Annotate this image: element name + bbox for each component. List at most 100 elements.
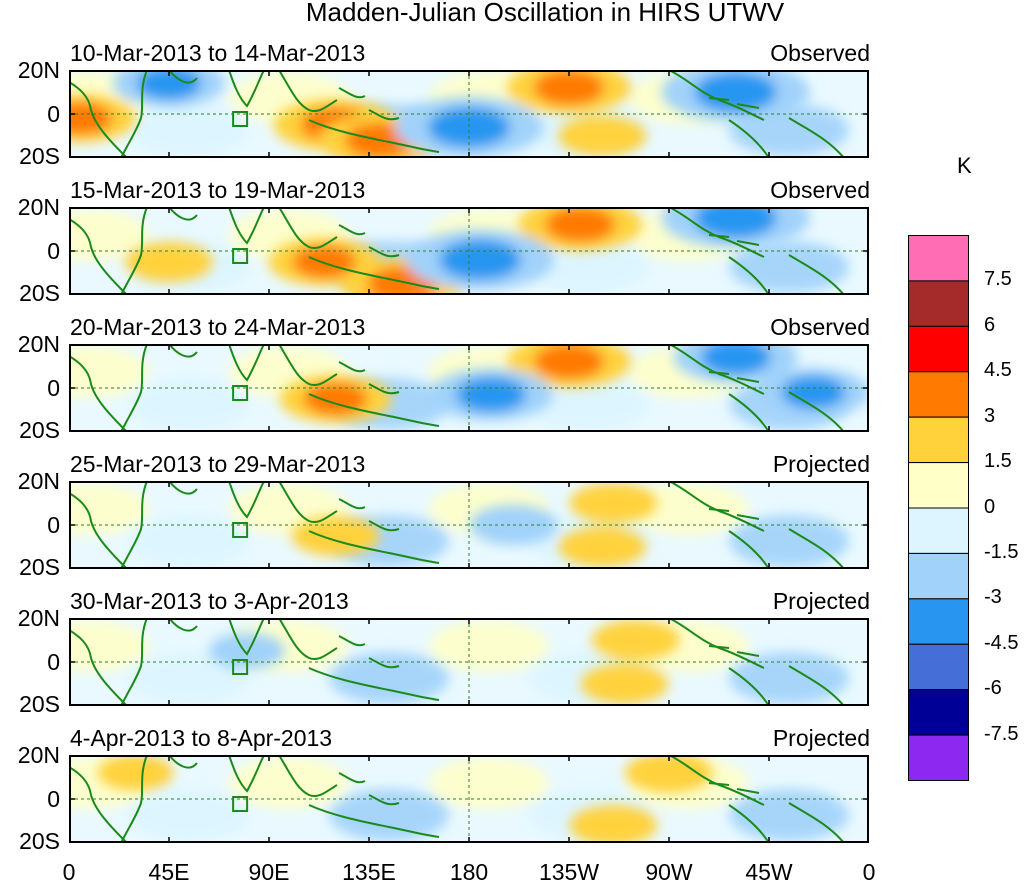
coastline	[368, 109, 400, 121]
anomaly-core	[712, 207, 760, 231]
coastline	[120, 344, 148, 432]
anomaly-core	[712, 79, 760, 105]
coastline	[120, 618, 148, 706]
coastline	[728, 530, 770, 569]
coastline	[708, 782, 760, 794]
coastline	[228, 70, 265, 108]
coastline	[338, 361, 366, 373]
colorbar-swatch	[908, 325, 969, 373]
anomaly-core	[548, 76, 590, 99]
colorbar-label: 7.5	[984, 268, 1012, 291]
colorbar-swatch	[908, 598, 969, 645]
anomaly-core	[381, 272, 423, 295]
anomaly-contour	[97, 755, 174, 791]
anomaly-contour	[591, 620, 680, 660]
anomaly-contour	[125, 242, 213, 282]
coastline	[708, 97, 760, 109]
colorbar-label: -4.5	[984, 631, 1019, 654]
coastline	[228, 481, 265, 519]
colorbar-label: 6	[984, 313, 996, 336]
coastline	[728, 119, 770, 158]
coastline	[788, 528, 845, 569]
colorbar-label: 0	[984, 495, 996, 518]
anomaly-band	[69, 346, 149, 398]
coastline	[168, 755, 198, 769]
panel-status: Observed	[770, 177, 870, 203]
coastline	[308, 530, 440, 564]
map-panel	[69, 207, 869, 295]
anomaly-band	[329, 789, 449, 841]
coastline	[368, 383, 400, 395]
coastline	[168, 481, 198, 495]
colorbar-swatch	[908, 689, 969, 736]
anomaly-contour	[292, 245, 357, 279]
coastline	[338, 635, 366, 647]
y-tick-label: 20S	[19, 417, 60, 443]
colorbar-swatch	[908, 462, 969, 509]
colorbar-label: 1.5	[984, 450, 1012, 473]
panel-date-range: 20-Mar-2013 to 24-Mar-2013	[70, 314, 366, 340]
coastline	[69, 492, 128, 569]
coastline	[728, 667, 770, 706]
colorbar-swatch	[908, 371, 969, 418]
coastline	[278, 481, 338, 523]
coastline	[69, 81, 128, 158]
y-tick-label: 20N	[17, 605, 60, 631]
coastline	[788, 665, 845, 706]
anomaly-contour	[569, 483, 658, 523]
anomaly-core	[559, 213, 601, 236]
coastline	[338, 772, 366, 784]
anomaly-band	[129, 104, 249, 156]
panel-status: Projected	[772, 451, 870, 477]
coastline	[728, 393, 770, 432]
anomaly-band	[529, 241, 649, 293]
region-box	[232, 522, 249, 538]
coastline	[708, 371, 760, 383]
anomaly-band	[529, 378, 649, 430]
colorbar-label: -1.5	[984, 540, 1019, 563]
anomaly-band	[129, 652, 249, 704]
anomaly-contour	[781, 375, 846, 409]
anomaly-band	[129, 378, 249, 430]
y-tick-label: 0	[47, 649, 60, 675]
colorbar-label: -3	[984, 586, 1002, 609]
coastline	[168, 618, 198, 632]
x-tick-label: 180	[449, 859, 489, 885]
coastline	[308, 804, 440, 838]
anomaly-contour	[69, 101, 113, 135]
coastline	[308, 393, 440, 427]
anomaly-band	[129, 789, 249, 841]
coastline	[69, 629, 128, 706]
coastline	[368, 520, 400, 532]
y-tick-label: 20N	[17, 331, 60, 357]
panel-date-range: 4-Apr-2013 to 8-Apr-2013	[70, 725, 333, 751]
map-panel	[69, 618, 869, 706]
anomaly-contour	[558, 527, 647, 567]
x-tick-label: 90W	[645, 859, 693, 885]
coastline	[728, 804, 770, 843]
y-tick-label: 0	[47, 375, 60, 401]
region-box	[232, 385, 249, 401]
map-panel	[69, 344, 869, 432]
y-tick-label: 20S	[19, 554, 60, 580]
coastline	[278, 344, 338, 386]
anomaly-core	[456, 247, 504, 273]
panel-date-range: 15-Mar-2013 to 19-Mar-2013	[70, 177, 366, 203]
anomaly-band	[69, 483, 149, 535]
coastline	[308, 119, 440, 153]
anomaly-core	[445, 114, 493, 140]
anomaly-contour	[208, 633, 285, 669]
map-panel	[69, 481, 869, 569]
colorbar-swatch	[908, 643, 969, 691]
colorbar-label: 3	[984, 404, 996, 427]
coastline	[228, 755, 265, 793]
anomaly-core	[470, 383, 512, 406]
coastline	[708, 645, 760, 657]
coastline	[120, 207, 148, 295]
colorbar-swatch	[908, 734, 969, 781]
coastline	[368, 794, 400, 806]
x-tick-label: 0	[862, 859, 876, 885]
coastline	[228, 618, 265, 656]
y-tick-label: 20N	[17, 57, 60, 83]
map-panel	[69, 70, 869, 158]
